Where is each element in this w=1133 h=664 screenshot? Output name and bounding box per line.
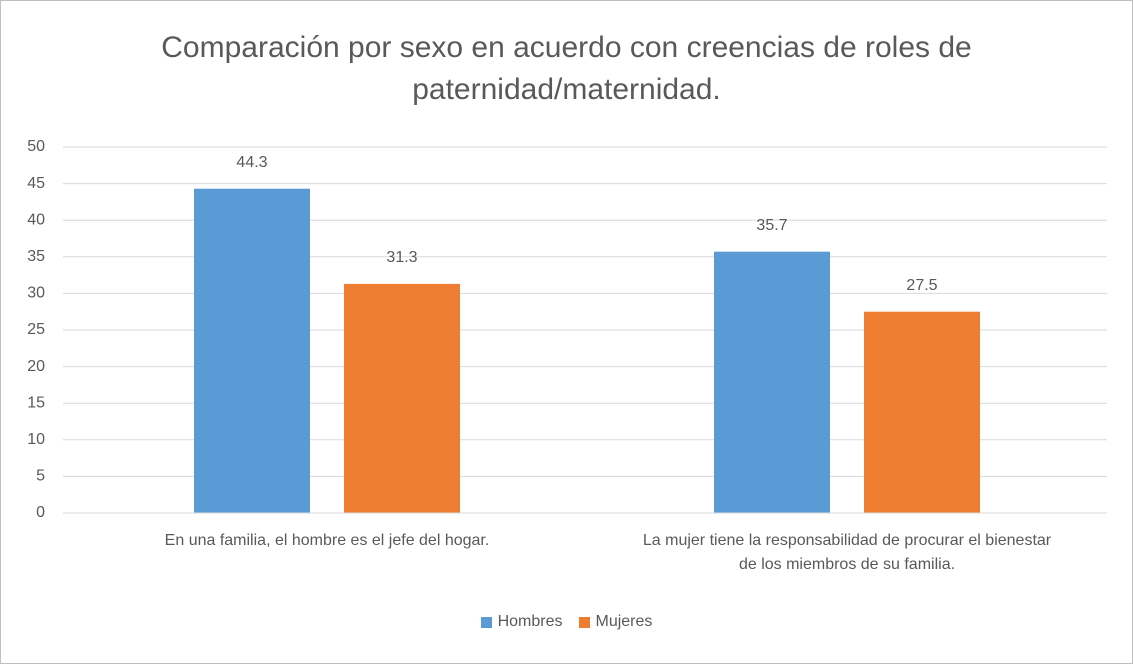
bar bbox=[864, 311, 980, 513]
bar bbox=[194, 188, 310, 513]
y-tick-label: 25 bbox=[27, 321, 45, 338]
data-label: 44.3 bbox=[236, 154, 267, 171]
y-tick-label: 5 bbox=[36, 468, 45, 485]
legend-label: Mujeres bbox=[595, 613, 653, 630]
legend-item: Hombres bbox=[480, 613, 563, 631]
title-box: Comparación por sexo en acuerdo con cree… bbox=[1, 27, 1132, 111]
x-tick-label: En una familia, el hombre es el jefe del… bbox=[164, 532, 490, 549]
data-label: 27.5 bbox=[906, 277, 937, 294]
x-tick-label: La mujer tiene la responsabilidad de pro… bbox=[642, 532, 1052, 573]
legend-label: Hombres bbox=[497, 613, 563, 630]
y-tick-label: 45 bbox=[27, 175, 45, 192]
bar bbox=[344, 283, 460, 513]
y-tick-label: 35 bbox=[27, 248, 45, 265]
y-tick-label: 0 bbox=[36, 504, 45, 521]
y-tick-label: 15 bbox=[27, 394, 45, 411]
legend-swatch bbox=[578, 616, 590, 628]
data-label: 31.3 bbox=[386, 249, 417, 266]
y-tick-label: 10 bbox=[27, 431, 45, 448]
y-tick-label: 30 bbox=[27, 285, 45, 302]
chart-title: Comparación por sexo en acuerdo con cree… bbox=[161, 31, 972, 106]
legend: Hombres Mujeres bbox=[1, 613, 1132, 633]
bar bbox=[714, 251, 830, 513]
legend-swatch bbox=[480, 616, 492, 628]
y-tick-label: 40 bbox=[27, 211, 45, 228]
data-label: 35.7 bbox=[756, 217, 787, 234]
legend-item: Mujeres bbox=[578, 613, 653, 631]
y-tick-label: 50 bbox=[27, 138, 45, 155]
y-tick-label: 20 bbox=[27, 358, 45, 375]
